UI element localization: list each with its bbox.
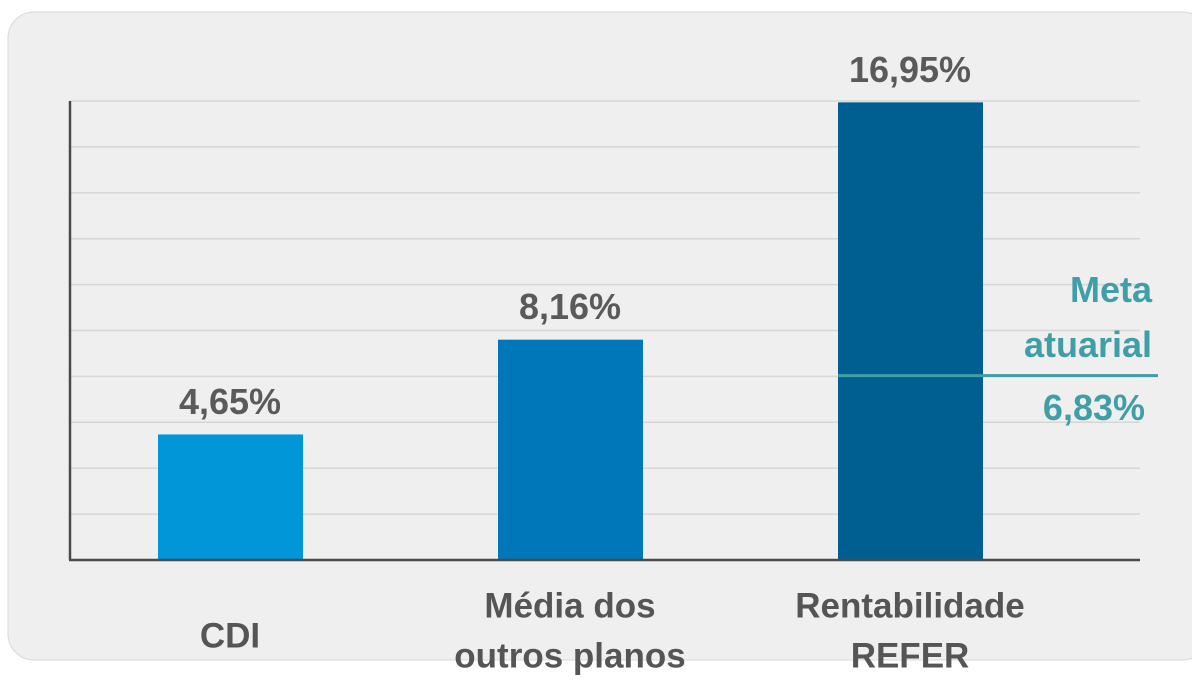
value-label: 4,65% (179, 381, 281, 422)
bar (838, 102, 983, 560)
x-tick-label: outros planos (454, 636, 685, 675)
x-tick-label: REFER (851, 636, 970, 675)
x-tick-label: CDI (200, 616, 260, 655)
annotation-label: atuarial (1024, 324, 1152, 365)
x-tick-label: Média dos (484, 586, 655, 625)
annotation-label: Meta (1070, 269, 1153, 310)
panel (7, 11, 1192, 661)
value-label: 16,95% (849, 49, 971, 90)
bar (158, 434, 303, 560)
annotation-value: 6,83% (1043, 387, 1145, 428)
bar (498, 339, 643, 560)
value-label: 8,16% (519, 286, 621, 327)
x-tick-label: Rentabilidade (795, 586, 1024, 625)
